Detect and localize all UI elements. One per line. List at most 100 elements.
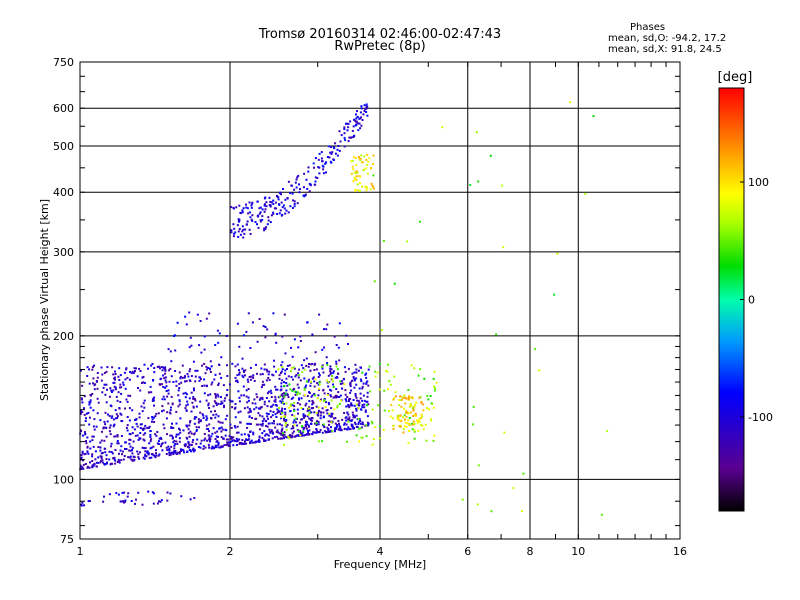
data-point (124, 448, 126, 450)
data-point (229, 383, 231, 386)
data-point (241, 211, 244, 214)
data-point (150, 446, 153, 449)
data-point (292, 427, 295, 430)
data-point (170, 451, 173, 454)
data-point (344, 398, 347, 401)
data-point (161, 366, 164, 369)
data-point (101, 430, 103, 433)
data-point (198, 426, 200, 429)
data-point (131, 432, 134, 435)
data-point (315, 422, 318, 425)
data-point (405, 409, 408, 412)
data-point (293, 419, 296, 422)
data-point (119, 449, 122, 452)
data-point (101, 451, 104, 454)
data-point (137, 387, 139, 389)
data-point (203, 335, 206, 338)
y-tick-label: 750 (53, 56, 74, 69)
data-point (246, 406, 249, 409)
data-point (328, 412, 331, 415)
data-point (251, 376, 254, 379)
data-point (261, 218, 264, 221)
data-point (250, 375, 253, 378)
data-point (208, 407, 211, 409)
data-point (189, 421, 191, 424)
data-point (257, 215, 259, 218)
data-point (339, 382, 342, 385)
data-point (184, 407, 187, 410)
data-point (294, 417, 297, 420)
data-point (317, 410, 320, 413)
x-tick-label: 8 (527, 545, 534, 558)
data-point (205, 368, 208, 371)
data-point (325, 356, 328, 359)
data-point (355, 371, 358, 374)
data-point (169, 452, 172, 455)
data-point (280, 416, 283, 418)
data-point (289, 434, 292, 436)
data-point (301, 425, 304, 428)
data-point (236, 374, 239, 377)
data-point (285, 428, 288, 431)
data-point (249, 216, 252, 219)
data-point (477, 180, 480, 183)
data-point (318, 374, 321, 377)
data-point (356, 122, 359, 125)
data-point (186, 400, 189, 403)
data-point (553, 293, 556, 296)
data-point (263, 430, 266, 433)
data-point (205, 419, 208, 421)
data-point (420, 413, 423, 416)
data-point (328, 156, 331, 159)
data-point (163, 398, 166, 401)
data-point (340, 399, 343, 402)
data-point (93, 388, 96, 391)
data-point (91, 439, 94, 442)
data-point (245, 395, 248, 398)
data-point (283, 384, 286, 387)
data-point (293, 367, 296, 370)
data-point (357, 418, 360, 420)
data-point (264, 336, 267, 339)
data-point (339, 429, 342, 432)
data-point (242, 394, 245, 397)
data-point (351, 419, 354, 422)
data-point (164, 369, 167, 372)
data-point (310, 417, 313, 419)
data-point (316, 420, 318, 423)
data-point (287, 396, 290, 399)
data-point (89, 440, 92, 443)
data-point (251, 402, 254, 405)
data-point (255, 423, 258, 426)
data-point (404, 418, 406, 421)
data-point (281, 427, 284, 430)
data-point (461, 498, 464, 501)
data-point (234, 440, 237, 443)
data-point (99, 446, 102, 449)
data-point (152, 379, 155, 382)
data-point (365, 103, 368, 106)
data-point (175, 440, 178, 443)
data-point (138, 367, 141, 370)
data-point (272, 211, 275, 214)
data-point (156, 442, 159, 445)
data-point (281, 401, 284, 404)
data-point (131, 426, 134, 429)
data-point (322, 411, 325, 414)
data-point (110, 445, 112, 448)
data-point (249, 366, 252, 369)
data-point (121, 453, 123, 456)
data-point (128, 407, 131, 410)
data-point (178, 400, 181, 403)
data-point (344, 370, 347, 373)
data-point (325, 409, 328, 412)
data-point (376, 371, 379, 374)
data-point (315, 405, 318, 408)
data-point (266, 405, 269, 408)
data-point (315, 428, 318, 430)
data-point (355, 117, 358, 120)
data-point (419, 396, 422, 399)
data-point (172, 427, 175, 429)
data-point (267, 422, 270, 425)
